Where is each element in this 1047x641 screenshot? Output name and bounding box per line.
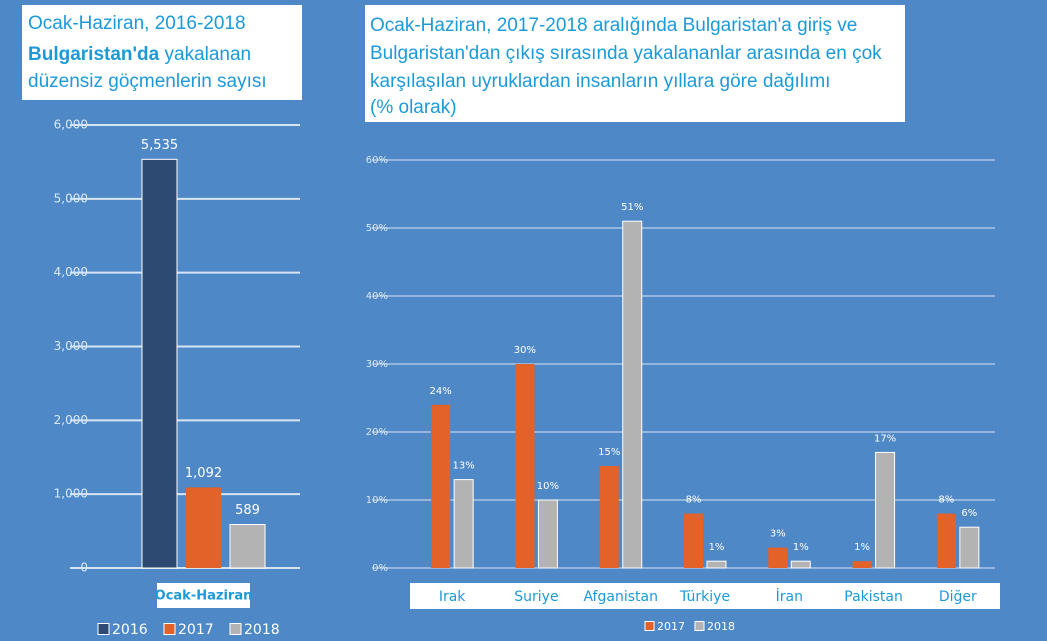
legend-swatch xyxy=(694,621,705,631)
legend-swatch xyxy=(644,621,655,631)
x-tick-label: Diğer xyxy=(939,589,977,605)
chart-title: Bulgaristan'dan çıkış sırasında yakalana… xyxy=(370,43,882,64)
bar xyxy=(875,451,896,569)
chart-title: Ocak-Haziran, 2016-2018 xyxy=(28,13,246,34)
legend-label: 2018 xyxy=(707,620,735,633)
bar xyxy=(229,524,266,569)
category-box xyxy=(157,583,250,608)
legend-swatch xyxy=(97,623,110,635)
data-label: 1,092 xyxy=(185,466,222,481)
bar xyxy=(959,526,980,569)
chart-title: düzensiz göçmenlerin sayısı xyxy=(28,71,267,92)
title-box xyxy=(22,5,302,100)
data-label: 24% xyxy=(430,386,452,397)
chart-title: (% olarak) xyxy=(370,97,457,118)
data-label: 15% xyxy=(598,447,620,458)
x-tick-label: Irak xyxy=(439,589,466,605)
data-label: 5,535 xyxy=(141,138,178,153)
x-tick-label: Ocak-Haziran xyxy=(155,589,253,604)
title-box xyxy=(365,5,905,122)
bar xyxy=(431,404,451,568)
chart-title: yakalanan xyxy=(165,44,252,65)
legend-label: 2017 xyxy=(657,620,685,633)
bar xyxy=(852,561,872,568)
legend-swatch xyxy=(229,623,242,635)
chart-title: Ocak-Haziran, 2017-2018 aralığında Bulga… xyxy=(370,15,857,36)
legend-label: 2017 xyxy=(178,622,214,638)
data-label: 10% xyxy=(537,481,559,492)
bar xyxy=(768,547,788,568)
x-tick-label: Pakistan xyxy=(844,589,903,605)
chart-title: karşılaşılan uyruklardan insanların yıll… xyxy=(370,71,830,92)
data-label: 3% xyxy=(770,529,786,540)
bar xyxy=(790,560,811,569)
legend-swatch xyxy=(163,623,176,635)
legend-label: 2016 xyxy=(112,622,148,638)
data-label: 6% xyxy=(961,508,977,519)
bar xyxy=(453,479,474,569)
chart-title: Bulgaristan'da xyxy=(28,44,160,65)
data-label: 1% xyxy=(854,542,870,553)
data-label: 17% xyxy=(874,433,896,444)
bar xyxy=(622,220,643,569)
data-label: 51% xyxy=(621,202,643,213)
data-label: 13% xyxy=(453,461,475,472)
chart-title: Bulgaristan'da yakalanan xyxy=(28,44,251,65)
data-label: 589 xyxy=(235,503,260,518)
bar xyxy=(706,560,727,569)
x-tick-label: İran xyxy=(776,587,803,605)
data-label: 8% xyxy=(938,495,954,506)
legend-label: 2018 xyxy=(244,622,280,638)
bar xyxy=(684,513,703,568)
category-box xyxy=(410,583,1000,609)
bar xyxy=(936,513,956,568)
bar xyxy=(141,158,178,569)
data-label: 8% xyxy=(686,495,702,506)
data-label: 1% xyxy=(709,542,725,553)
bar xyxy=(186,487,221,568)
x-tick-label: Suriye xyxy=(514,589,558,605)
x-tick-label: Afganistan xyxy=(583,589,657,605)
bar xyxy=(599,466,619,568)
x-tick-label: Türkiye xyxy=(679,589,730,605)
bar xyxy=(515,364,535,568)
data-label: 30% xyxy=(514,345,536,356)
data-label: 1% xyxy=(793,542,809,553)
bar xyxy=(537,499,558,569)
